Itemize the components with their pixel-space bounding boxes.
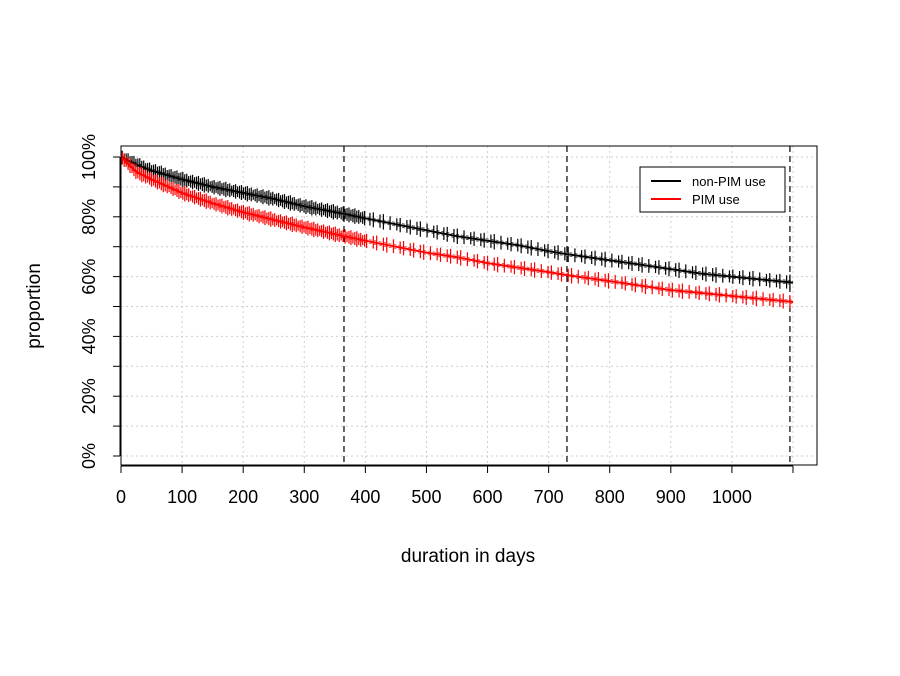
x-tick-label: 800 [595, 487, 625, 507]
x-tick-label: 400 [350, 487, 380, 507]
series-line [120, 156, 794, 303]
legend: non-PIM use PIM use [639, 166, 786, 213]
y-axis-title: proportion [24, 263, 45, 349]
y-tick-label: 80% [79, 199, 99, 235]
x-tick-label: 700 [534, 487, 564, 507]
x-tick-label: 0 [116, 487, 126, 507]
series-band-upper [120, 154, 794, 301]
legend-label-pim: PIM use [692, 192, 740, 207]
y-tick-label: 0% [79, 443, 99, 469]
x-tick-label: 300 [289, 487, 319, 507]
x-tick-label: 100 [167, 487, 197, 507]
legend-box [639, 166, 786, 213]
x-tick-label: 600 [473, 487, 503, 507]
x-tick-label: 500 [411, 487, 441, 507]
y-tick-label: 20% [79, 378, 99, 414]
y-tick-label: 60% [79, 259, 99, 295]
x-tick-label: 200 [228, 487, 258, 507]
series-band-lower [120, 158, 794, 305]
series-pim [120, 152, 794, 309]
x-axis-title: duration in days [401, 546, 535, 567]
y-tick-label: 100% [79, 134, 99, 180]
legend-label-non-pim: non-PIM use [692, 174, 766, 189]
axes: 0 100 200 300 400 500 600 700 800 900 1000 0% 20% 40%… [79, 134, 794, 507]
x-tick-label: 900 [656, 487, 686, 507]
reference-lines [343, 146, 791, 465]
plot-frame [120, 145, 818, 466]
series-layer [120, 150, 794, 309]
y-tick-label: 40% [79, 318, 99, 354]
x-tick-label: 1000 [712, 487, 752, 507]
